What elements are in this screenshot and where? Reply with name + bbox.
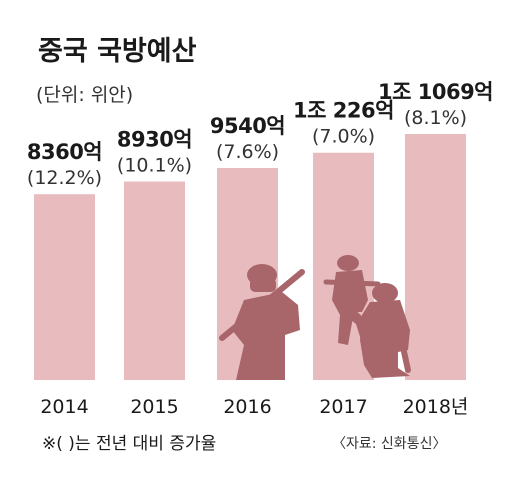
source-label: 〈자료: 신화통신〉	[332, 436, 446, 452]
chart-title: 중국 국방예산	[38, 36, 197, 67]
unit-label: (단위: 위안)	[36, 84, 133, 106]
tick-label-2014: 2014	[40, 396, 88, 418]
bar-2014	[34, 194, 95, 380]
soldier-kneeling-icon	[360, 283, 411, 378]
soldier-left-icon	[219, 264, 305, 380]
growth-label-2018년: (8.1%)	[404, 107, 467, 129]
growth-label-2014: (12.2%)	[27, 167, 102, 189]
value-label-2015: 8930억	[117, 128, 192, 152]
value-label-2016: 9540억	[210, 114, 285, 138]
growth-label-2016: (7.6%)	[216, 141, 279, 163]
tick-label-2016: 2016	[223, 396, 271, 418]
growth-label-2015: (10.1%)	[117, 155, 192, 177]
bar-2018년	[405, 134, 466, 380]
growth-label-2017: (7.0%)	[312, 126, 375, 148]
labels-group: 8360억 (12.2%) 8930억 (10.1%) 9540억 (7.6%) 1조 22…	[27, 80, 494, 189]
tick-label-2015: 2015	[130, 396, 178, 418]
footnote: ※( )는 전년 대비 증가율	[42, 434, 216, 454]
value-label-2018년: 1조 1069억	[378, 80, 493, 104]
x-axis-ticks: 2014 2015 2016 2017 2018년	[40, 396, 468, 418]
bars-group	[34, 134, 466, 380]
soldier-silhouettes-icon	[219, 255, 411, 380]
value-label-2014: 8360억	[27, 140, 102, 164]
tick-label-2018년: 2018년	[403, 396, 469, 418]
bar-2015	[124, 181, 185, 380]
tick-label-2017: 2017	[319, 396, 367, 418]
value-label-2017: 1조 226억	[293, 99, 394, 123]
